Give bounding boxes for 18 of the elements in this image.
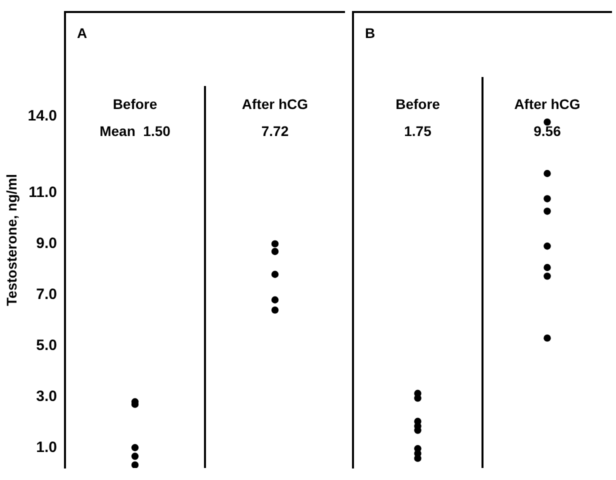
x-tick-label: Before <box>396 96 440 112</box>
annotation: 1.75 <box>404 122 432 139</box>
x-tick-label: After hCG <box>514 96 580 112</box>
y-tick-label: 14.0 <box>28 108 57 125</box>
y-axis-title: Testosterone, ng/ml <box>3 174 20 306</box>
y-tick-label: 3.0 <box>36 388 57 405</box>
y-tick-label: 5.0 <box>36 336 57 354</box>
y-tick-label: 9.0 <box>36 234 57 252</box>
y-tick-label: 7.0 <box>36 286 57 303</box>
annotation: A <box>76 24 88 41</box>
y-tick-label: 1.0 <box>36 438 57 456</box>
annotation: 7.72 <box>261 122 289 139</box>
y-tick-label: 11.0 <box>28 184 57 202</box>
x-tick-label: Before <box>112 96 158 112</box>
annotation: 9.56 <box>534 122 562 139</box>
annotation: B <box>365 24 376 41</box>
x-tick-label: After hCG <box>242 96 308 112</box>
annotation: Mean 1.50 <box>100 122 171 139</box>
